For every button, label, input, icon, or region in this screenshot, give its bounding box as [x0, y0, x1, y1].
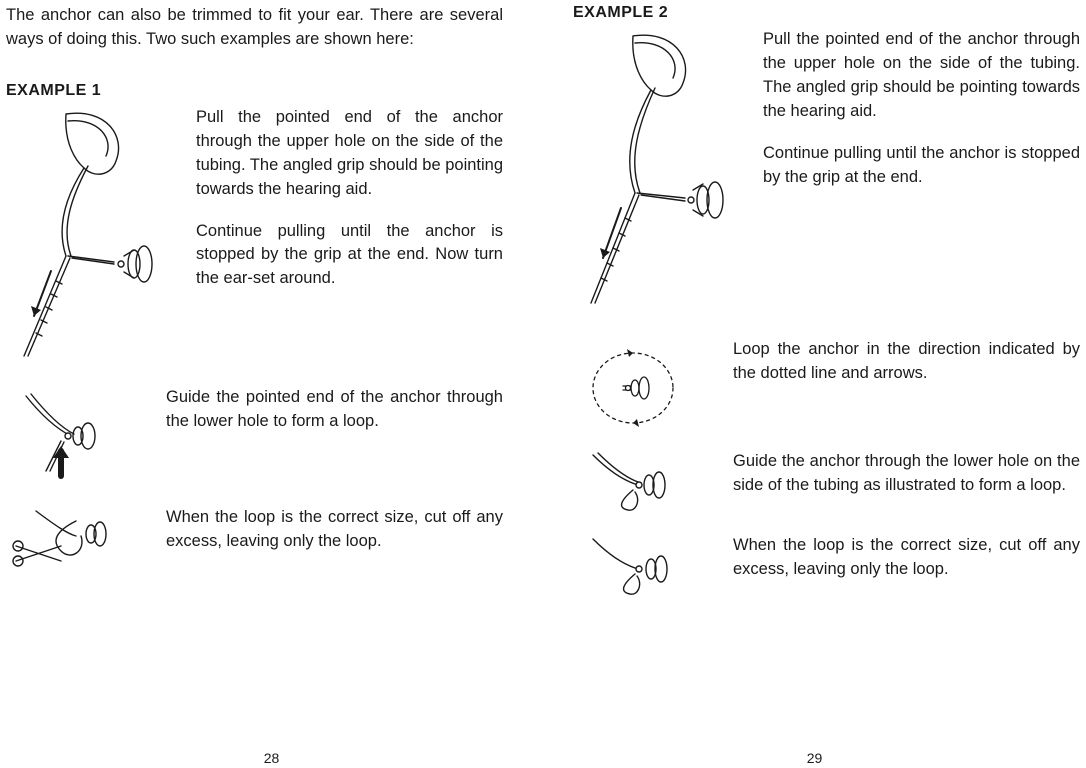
ex1-step-1-text: Pull the pointed end of the an­chor thro…: [196, 106, 503, 291]
ex2-step-1: Pull the pointed end of the an­chor thro…: [573, 28, 1080, 318]
cut-excess-2-illustration: [573, 534, 703, 604]
ex1-step-2: Guide the pointed end of the an­chor thr…: [6, 386, 503, 486]
ex2-step-4: When the loop is the correct size, cut o…: [573, 534, 1080, 604]
cut-excess-illustration: [6, 506, 136, 576]
loop-direction-illustration: [573, 338, 703, 438]
ex2-step-3: Guide the anchor through the lower hole …: [573, 450, 1080, 520]
ex2-step-2-text: Loop the anchor in the direction in­di­c…: [733, 338, 1080, 386]
left-page-number: 28: [0, 750, 543, 766]
earset-anchor-pull-illustration: [6, 106, 176, 366]
guide-lower-hole-2-illustration: [573, 450, 703, 520]
right-page-number: 29: [543, 750, 1086, 766]
ex1-step-2-text: Guide the pointed end of the an­chor thr…: [166, 386, 503, 434]
ex2-step-4-text: When the loop is the correct size, cut o…: [733, 534, 1080, 582]
ex1-step-1: Pull the pointed end of the an­chor thro…: [6, 106, 503, 366]
guide-lower-hole-illustration: [6, 386, 136, 486]
example-1-heading: EXAMPLE 1: [6, 82, 503, 100]
ex2-step-1-text: Pull the pointed end of the an­chor thro…: [763, 28, 1080, 190]
right-page: EXAMPLE 2: [543, 0, 1086, 768]
example-2-heading: EXAMPLE 2: [573, 4, 1080, 22]
left-page: The anchor can also be trimmed to fit yo…: [0, 0, 543, 768]
ex2-step-3-text: Guide the anchor through the lower hole …: [733, 450, 1080, 498]
page-spread: The anchor can also be trimmed to fit yo…: [0, 0, 1086, 768]
intro-text: The anchor can also be trimmed to fit yo…: [6, 4, 503, 52]
ex2-step-2: Loop the anchor in the direction in­di­c…: [573, 338, 1080, 438]
earset-anchor-pull-2-illustration: [573, 28, 743, 318]
ex1-step-3-text: When the loop is the correct size, cut o…: [166, 506, 503, 554]
ex1-step-3: When the loop is the correct size, cut o…: [6, 506, 503, 576]
